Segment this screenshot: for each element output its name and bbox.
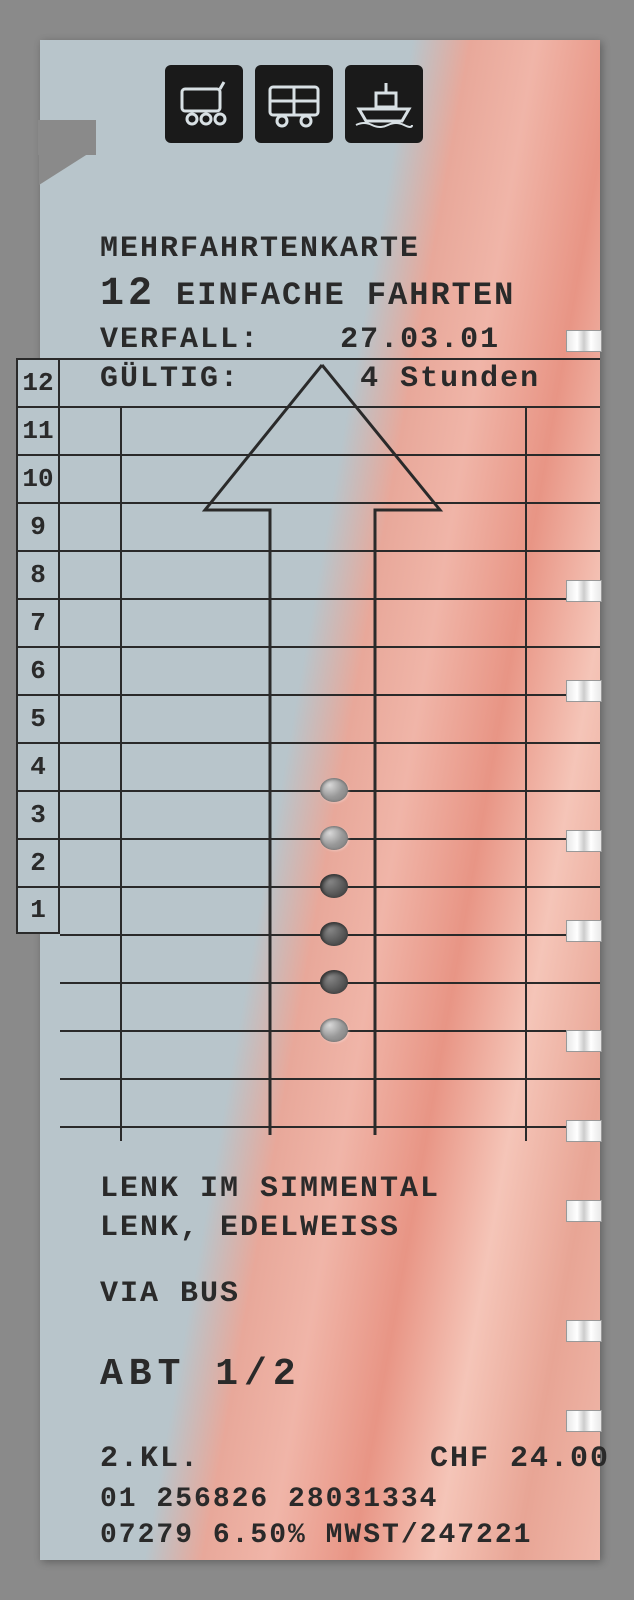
grid-vertical-right	[525, 406, 527, 1141]
punch-hole	[320, 778, 348, 802]
ticket: MEHRFAHRTENKARTE 12 EINFACHE FAHRTEN VER…	[40, 40, 600, 1560]
route-to: LENK, EDELWEISS	[100, 1209, 440, 1248]
train-icon	[165, 65, 243, 143]
grid-row	[60, 646, 600, 694]
grid-vertical-left	[120, 406, 122, 1141]
grid-row	[60, 1078, 600, 1126]
transport-icons	[165, 65, 423, 143]
grid-row	[60, 694, 600, 742]
bus-icon	[255, 65, 333, 143]
expiry-date: 27.03.01	[340, 323, 500, 357]
punch-hole	[320, 970, 348, 994]
corner-notch	[38, 120, 96, 155]
security-strip	[566, 1320, 602, 1342]
serial-1: 01 256826 28031334	[100, 1482, 532, 1518]
row-number: 11	[16, 406, 60, 454]
row-number: 8	[16, 550, 60, 598]
class-label: 2.KL.	[100, 1440, 200, 1479]
security-strip	[566, 920, 602, 942]
row-number: 1	[16, 886, 60, 934]
security-strip	[566, 330, 602, 352]
ticket-type-label: MEHRFAHRTENKARTE	[100, 230, 540, 269]
grid-row	[60, 358, 600, 406]
trip-count: 12	[100, 272, 156, 317]
route-from: LENK IM SIMMENTAL	[100, 1170, 440, 1209]
row-number: 4	[16, 742, 60, 790]
expiry-label: VERFALL:	[100, 323, 260, 357]
expiry-line: VERFALL: 27.03.01	[100, 321, 540, 360]
grid-row	[60, 454, 600, 502]
punch-hole	[320, 1018, 348, 1042]
punch-hole	[320, 826, 348, 850]
row-number: 12	[16, 358, 60, 406]
security-strip	[566, 1030, 602, 1052]
row-number: 2	[16, 838, 60, 886]
grid-row	[60, 550, 600, 598]
trip-count-line: 12 EINFACHE FAHRTEN	[100, 269, 540, 321]
grid-row	[60, 502, 600, 550]
security-strip	[566, 1410, 602, 1432]
row-number: 6	[16, 646, 60, 694]
row-number-column: 121110987654321	[16, 358, 60, 934]
price-row: 2.KL. CHF 24.00	[100, 1440, 610, 1479]
via-label: VIA BUS	[100, 1275, 240, 1314]
punch-hole	[320, 874, 348, 898]
security-strip	[566, 1120, 602, 1142]
grid-row	[60, 406, 600, 454]
fare-type: ABT 1/2	[100, 1350, 302, 1399]
price: CHF 24.00	[430, 1440, 610, 1479]
serial-2: 07279 6.50% MWST/247221	[100, 1518, 532, 1554]
grid-row	[60, 598, 600, 646]
row-number: 9	[16, 502, 60, 550]
trip-label: EINFACHE FAHRTEN	[176, 277, 515, 314]
route-block: LENK IM SIMMENTAL LENK, EDELWEISS	[100, 1170, 440, 1248]
punch-holes	[320, 778, 348, 1066]
security-strip	[566, 680, 602, 702]
security-strip	[566, 830, 602, 852]
security-strip	[566, 580, 602, 602]
punch-hole	[320, 922, 348, 946]
boat-icon	[345, 65, 423, 143]
row-number: 7	[16, 598, 60, 646]
row-number: 3	[16, 790, 60, 838]
row-number: 5	[16, 694, 60, 742]
serial-block: 01 256826 28031334 07279 6.50% MWST/2472…	[100, 1482, 532, 1555]
row-number: 10	[16, 454, 60, 502]
security-strip	[566, 1200, 602, 1222]
